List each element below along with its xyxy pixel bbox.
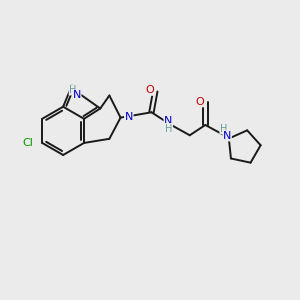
Text: N: N	[164, 116, 172, 126]
Text: H: H	[220, 124, 227, 134]
Text: O: O	[146, 85, 154, 95]
Text: N: N	[223, 131, 231, 141]
Text: O: O	[196, 97, 204, 107]
Text: H: H	[165, 124, 172, 134]
Text: N: N	[73, 90, 81, 100]
Text: N: N	[124, 112, 133, 122]
Text: Cl: Cl	[22, 138, 33, 148]
Text: H: H	[69, 85, 76, 95]
